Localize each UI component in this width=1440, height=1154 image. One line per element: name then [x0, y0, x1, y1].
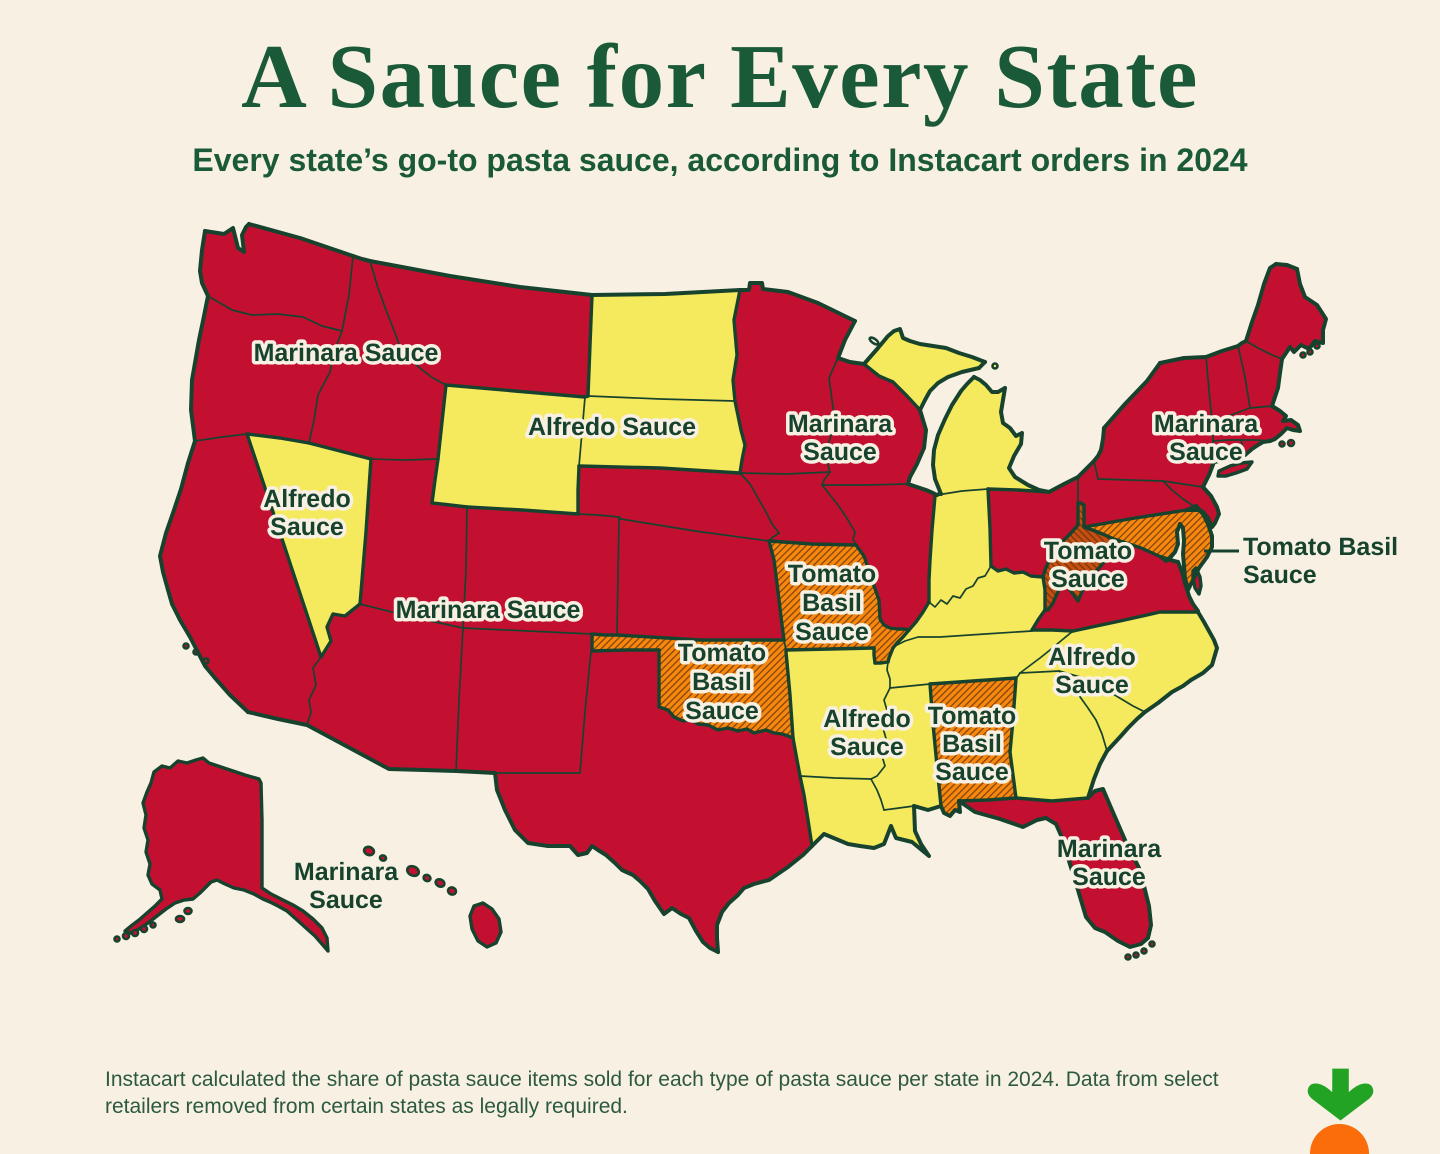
svg-text:Tomato Basil: Tomato Basil [1243, 533, 1398, 561]
svg-text:Tomato: Tomato [788, 560, 876, 588]
svg-text:Marinara Sauce: Marinara Sauce [396, 596, 581, 624]
svg-text:Alfredo: Alfredo [1048, 643, 1136, 671]
svg-text:Sauce: Sauce [309, 886, 383, 914]
svg-text:Sauce: Sauce [1243, 561, 1317, 589]
svg-text:Sauce: Sauce [830, 733, 904, 761]
svg-text:Basil: Basil [942, 730, 1002, 758]
svg-text:Sauce: Sauce [935, 758, 1009, 786]
svg-text:Tomato: Tomato [1044, 537, 1132, 565]
svg-text:Tomato: Tomato [928, 702, 1016, 730]
svg-text:Basil: Basil [692, 668, 752, 696]
svg-text:Marinara: Marinara [788, 410, 893, 438]
svg-text:Basil: Basil [802, 589, 862, 617]
svg-text:Marinara: Marinara [294, 858, 399, 886]
svg-text:Sauce: Sauce [803, 438, 877, 466]
svg-text:Sauce: Sauce [1169, 438, 1243, 466]
svg-text:Sauce: Sauce [270, 513, 344, 541]
svg-text:Alfredo Sauce: Alfredo Sauce [528, 413, 696, 441]
svg-text:Sauce: Sauce [1051, 565, 1125, 593]
svg-text:Alfredo: Alfredo [823, 705, 911, 733]
svg-text:Sauce: Sauce [1055, 671, 1129, 699]
svg-text:Tomato: Tomato [678, 639, 766, 667]
svg-text:Marinara: Marinara [1154, 410, 1259, 438]
svg-text:Alfredo: Alfredo [263, 485, 351, 513]
svg-text:Marinara Sauce: Marinara Sauce [254, 339, 439, 367]
svg-text:Sauce: Sauce [685, 697, 759, 725]
svg-text:Marinara: Marinara [1057, 835, 1162, 863]
svg-text:Sauce: Sauce [795, 618, 869, 646]
svg-text:Sauce: Sauce [1072, 863, 1146, 891]
